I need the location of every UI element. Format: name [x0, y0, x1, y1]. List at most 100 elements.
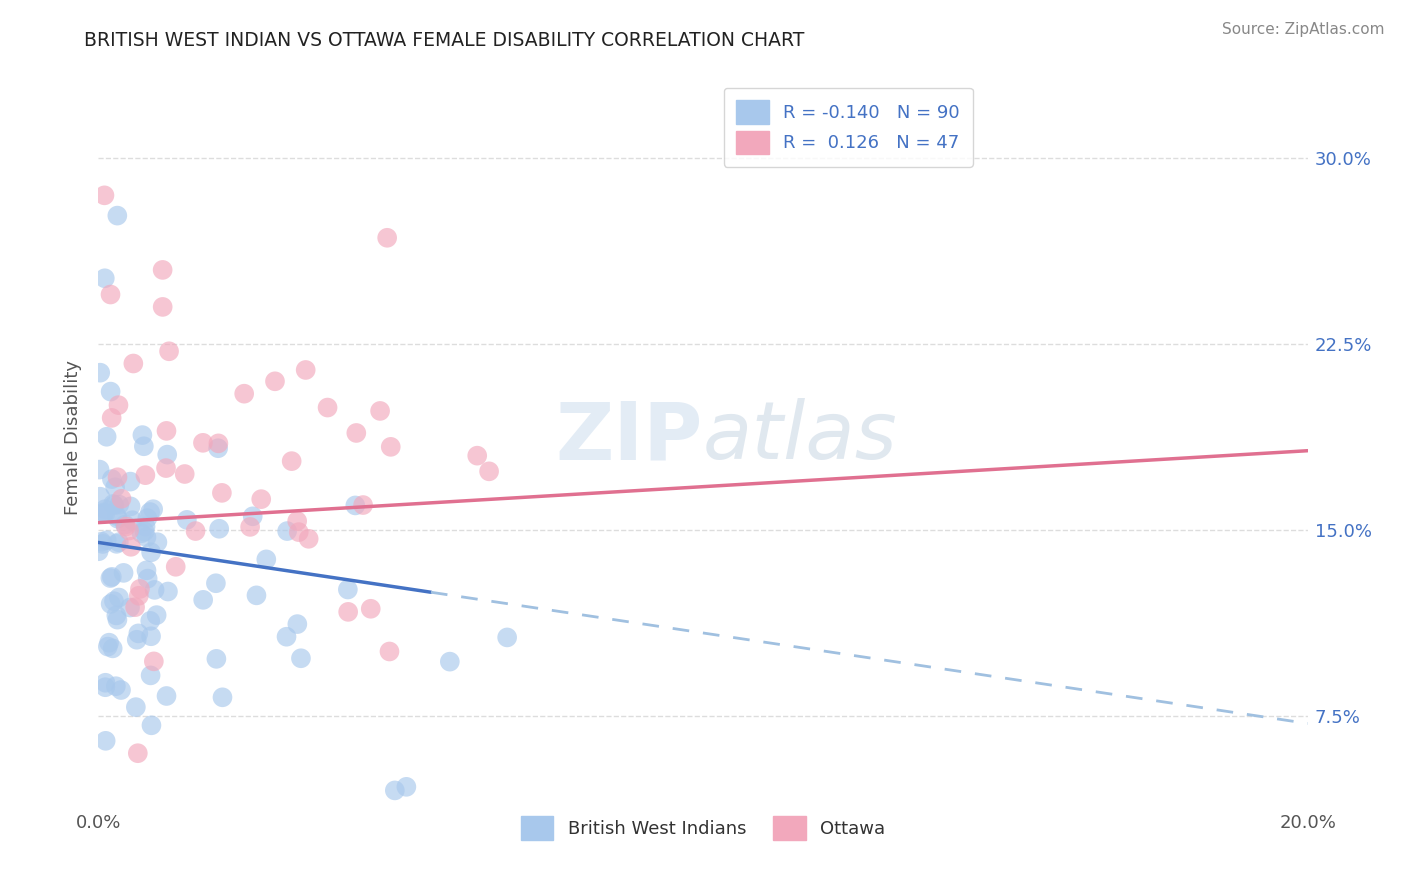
Point	[290, 651, 312, 665]
Point	[100, 597, 122, 611]
Point	[142, 502, 165, 516]
Point	[94, 502, 117, 516]
Point	[139, 505, 162, 519]
Point	[129, 582, 152, 596]
Point	[439, 655, 461, 669]
Point	[128, 589, 150, 603]
Point	[132, 439, 155, 453]
Point	[89, 490, 111, 504]
Point	[211, 690, 233, 705]
Point	[135, 563, 157, 577]
Point	[121, 513, 143, 527]
Point	[105, 209, 128, 223]
Point	[131, 428, 153, 442]
Point	[134, 524, 156, 539]
Point	[152, 263, 174, 277]
Point	[101, 570, 124, 584]
Point	[287, 525, 309, 540]
Point	[465, 449, 488, 463]
Point	[100, 410, 122, 425]
Point	[134, 468, 156, 483]
Point	[112, 566, 135, 580]
Point	[208, 522, 231, 536]
Point	[89, 366, 111, 380]
Point	[125, 700, 148, 714]
Point	[496, 631, 519, 645]
Point	[184, 524, 207, 538]
Point	[105, 509, 128, 524]
Point	[143, 582, 166, 597]
Point	[298, 532, 321, 546]
Point	[136, 572, 159, 586]
Point	[101, 472, 124, 486]
Point	[285, 514, 308, 528]
Point	[97, 640, 120, 654]
Point	[120, 540, 142, 554]
Point	[207, 436, 229, 450]
Point	[127, 746, 149, 760]
Point	[156, 448, 179, 462]
Point	[91, 507, 114, 521]
Point	[478, 464, 501, 478]
Point	[173, 467, 195, 481]
Point	[276, 524, 298, 538]
Point	[110, 683, 132, 698]
Y-axis label: Female Disability: Female Disability	[65, 359, 83, 515]
Point	[114, 517, 136, 532]
Point	[205, 652, 228, 666]
Point	[100, 384, 122, 399]
Point	[105, 608, 128, 623]
Point	[124, 600, 146, 615]
Point	[152, 300, 174, 314]
Point	[118, 600, 141, 615]
Point	[155, 461, 177, 475]
Point	[91, 537, 114, 551]
Point	[108, 535, 131, 549]
Point	[100, 287, 122, 301]
Point	[344, 499, 367, 513]
Point	[94, 271, 117, 285]
Text: Source: ZipAtlas.com: Source: ZipAtlas.com	[1222, 22, 1385, 37]
Point	[156, 584, 179, 599]
Point	[120, 500, 142, 514]
Point	[176, 513, 198, 527]
Point	[245, 588, 267, 602]
Text: atlas: atlas	[703, 398, 898, 476]
Point	[131, 526, 153, 541]
Point	[276, 630, 298, 644]
Point	[139, 668, 162, 682]
Point	[294, 363, 316, 377]
Point	[336, 582, 359, 597]
Point	[344, 425, 367, 440]
Point	[375, 231, 398, 245]
Point	[135, 519, 157, 533]
Point	[101, 641, 124, 656]
Point	[142, 654, 165, 668]
Text: BRITISH WEST INDIAN VS OTTAWA FEMALE DISABILITY CORRELATION CHART: BRITISH WEST INDIAN VS OTTAWA FEMALE DIS…	[84, 31, 804, 50]
Point	[108, 591, 131, 605]
Point	[378, 644, 401, 658]
Point	[239, 520, 262, 534]
Point	[205, 576, 228, 591]
Point	[136, 511, 159, 525]
Point	[139, 629, 162, 643]
Point	[211, 486, 233, 500]
Point	[122, 357, 145, 371]
Point	[98, 635, 121, 649]
Point	[145, 608, 167, 623]
Point	[94, 675, 117, 690]
Point	[254, 552, 277, 566]
Point	[101, 497, 124, 511]
Point	[94, 734, 117, 748]
Point	[103, 498, 125, 512]
Point	[380, 440, 402, 454]
Point	[96, 430, 118, 444]
Legend: British West Indians, Ottawa: British West Indians, Ottawa	[512, 807, 894, 848]
Point	[103, 594, 125, 608]
Point	[207, 441, 229, 455]
Point	[285, 617, 308, 632]
Point	[368, 404, 391, 418]
Point	[135, 530, 157, 544]
Point	[89, 462, 111, 476]
Point	[250, 492, 273, 507]
